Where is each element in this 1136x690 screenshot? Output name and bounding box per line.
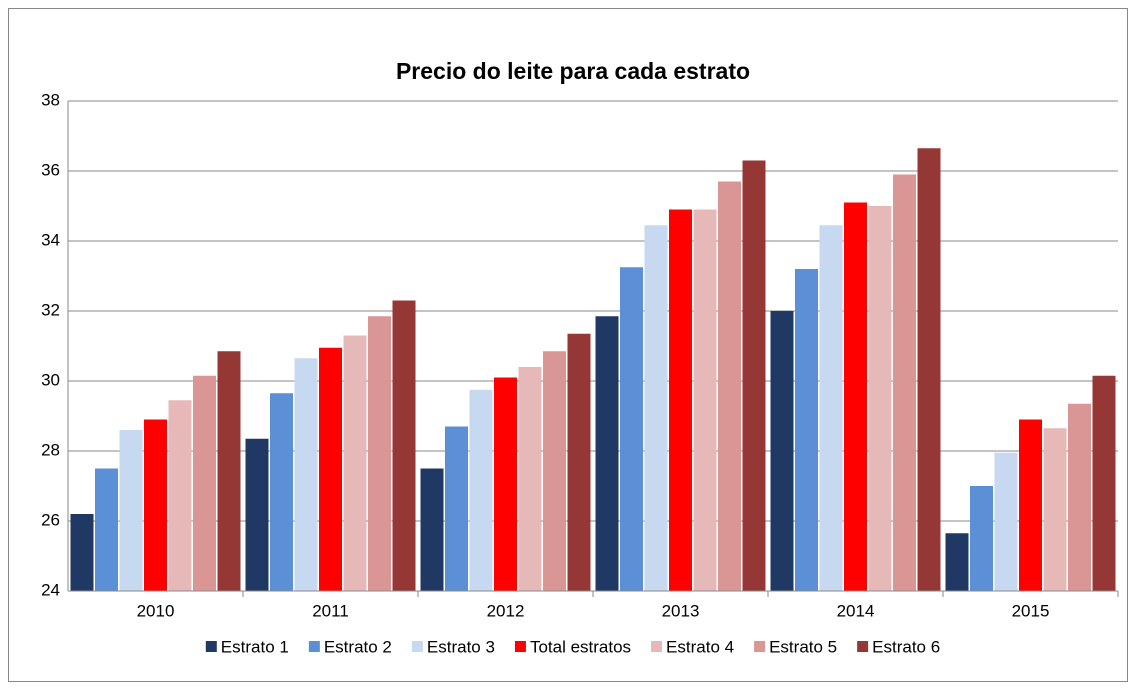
bar [245, 438, 269, 591]
bar [193, 375, 216, 591]
legend-swatch [514, 641, 526, 652]
legend-swatch [651, 641, 663, 652]
legend-label: Total estratos [530, 637, 631, 656]
bar [319, 347, 342, 591]
bar [917, 148, 941, 591]
bar [742, 160, 766, 591]
bar [543, 351, 566, 591]
bar [893, 174, 916, 591]
x-tick-label: 2012 [487, 601, 525, 620]
bar [718, 181, 741, 591]
bar [270, 393, 293, 591]
legend-swatch [754, 641, 766, 652]
x-tick-label: 2011 [312, 601, 349, 620]
legend-label: Estrato 5 [769, 637, 837, 656]
bar [392, 300, 416, 591]
bar [518, 367, 542, 591]
bar [420, 468, 444, 591]
y-tick-label: 38 [41, 90, 60, 109]
bar [844, 202, 867, 591]
bar [494, 377, 517, 591]
legend-label: Estrato 1 [221, 637, 289, 656]
legend-swatch [308, 641, 320, 652]
bar [620, 267, 643, 591]
bar [945, 533, 969, 591]
bar [144, 419, 167, 591]
y-tick-label: 30 [41, 370, 60, 389]
bar [970, 486, 993, 591]
bar [795, 269, 818, 591]
bar [95, 468, 118, 591]
x-tick-label: 2010 [137, 601, 175, 620]
y-tick-label: 32 [41, 300, 60, 319]
chart-title: Precio do leite para cada estrato [396, 58, 750, 84]
bar [445, 426, 468, 591]
bar [70, 514, 94, 591]
bar [1043, 428, 1067, 591]
y-tick-label: 26 [41, 510, 60, 529]
x-tick-label: 2015 [1012, 601, 1050, 620]
bar [294, 358, 318, 591]
legend-swatch [411, 641, 423, 652]
bar [1092, 375, 1116, 591]
bar [868, 206, 892, 591]
y-tick-label: 24 [41, 580, 60, 599]
bar [368, 316, 391, 591]
bar [994, 452, 1018, 591]
bar [1019, 419, 1042, 591]
bar [168, 400, 192, 591]
bar [567, 333, 591, 591]
y-tick-label: 36 [41, 160, 60, 179]
bar [644, 225, 668, 591]
x-tick-label: 2013 [662, 601, 700, 620]
legend-label: Estrato 3 [427, 637, 495, 656]
legend-label: Estrato 4 [666, 637, 734, 656]
y-tick-label: 28 [41, 440, 60, 459]
x-tick-label: 2014 [837, 601, 875, 620]
bar [469, 389, 493, 591]
legend-swatch [857, 641, 869, 652]
bar [217, 351, 241, 591]
bar [770, 311, 794, 591]
bar [819, 225, 843, 591]
legend-swatch [205, 641, 217, 652]
bar [343, 335, 367, 591]
bar [669, 209, 692, 591]
legend-label: Estrato 2 [324, 637, 392, 656]
y-tick-label: 34 [41, 230, 60, 249]
bar [1068, 403, 1091, 591]
bar [119, 430, 143, 591]
bar [595, 316, 619, 591]
legend-label: Estrato 6 [872, 637, 940, 656]
bar [693, 209, 717, 591]
